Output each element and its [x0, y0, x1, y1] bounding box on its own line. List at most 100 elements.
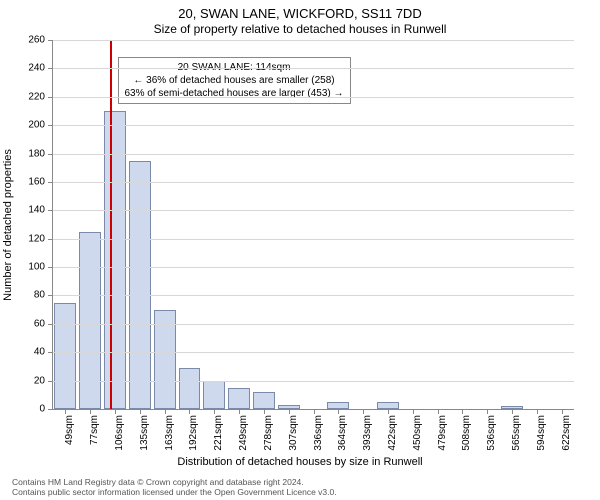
y-grid-line — [53, 68, 574, 69]
y-grid-line — [53, 295, 574, 296]
x-tick-mark — [363, 409, 364, 414]
x-tick-mark — [413, 409, 414, 414]
x-tick-label: 536sqm — [486, 415, 497, 451]
histogram-bar — [104, 111, 126, 409]
y-grid-line — [53, 381, 574, 382]
y-tick-label: 20 — [34, 375, 45, 386]
x-tick-mark — [537, 409, 538, 414]
x-tick-label: 622sqm — [561, 415, 572, 451]
y-tick-label: 80 — [34, 290, 45, 301]
y-grid-line — [53, 210, 574, 211]
x-tick-mark — [562, 409, 563, 414]
x-tick-label: 422sqm — [387, 415, 398, 451]
histogram-bar — [377, 402, 399, 409]
y-tick-label: 140 — [28, 205, 45, 216]
x-tick-label: 508sqm — [461, 415, 472, 451]
x-tick-mark — [338, 409, 339, 414]
x-tick-mark — [90, 409, 91, 414]
y-tick-mark — [48, 295, 53, 296]
y-tick-mark — [48, 409, 53, 410]
x-tick-label: 49sqm — [64, 415, 75, 445]
x-tick-mark — [239, 409, 240, 414]
histogram-bar — [129, 161, 151, 409]
y-tick-mark — [48, 97, 53, 98]
reference-line — [110, 40, 112, 409]
y-tick-label: 240 — [28, 63, 45, 74]
x-tick-label: 106sqm — [114, 415, 125, 451]
x-tick-mark — [189, 409, 190, 414]
histogram-bar — [54, 303, 76, 409]
annotation-line: ← 36% of detached houses are smaller (25… — [125, 74, 344, 87]
y-tick-mark — [48, 324, 53, 325]
y-grid-line — [53, 154, 574, 155]
x-tick-mark — [438, 409, 439, 414]
x-tick-mark — [388, 409, 389, 414]
y-tick-mark — [48, 125, 53, 126]
x-tick-mark — [289, 409, 290, 414]
x-tick-label: 393sqm — [362, 415, 373, 451]
x-tick-label: 450sqm — [412, 415, 423, 451]
y-tick-mark — [48, 352, 53, 353]
y-tick-mark — [48, 40, 53, 41]
x-tick-mark — [314, 409, 315, 414]
x-tick-label: 479sqm — [437, 415, 448, 451]
y-grid-line — [53, 239, 574, 240]
y-tick-mark — [48, 210, 53, 211]
y-grid-line — [53, 40, 574, 41]
plot-area: 20 SWAN LANE: 114sqm← 36% of detached ho… — [52, 40, 574, 410]
y-tick-label: 40 — [34, 347, 45, 358]
y-grid-line — [53, 352, 574, 353]
y-tick-mark — [48, 381, 53, 382]
footer-line-2: Contains public sector information licen… — [12, 487, 337, 498]
y-tick-label: 180 — [28, 148, 45, 159]
histogram-bar — [203, 381, 225, 409]
chart-title: 20, SWAN LANE, WICKFORD, SS11 7DD — [0, 6, 600, 21]
y-tick-label: 100 — [28, 262, 45, 273]
x-tick-mark — [264, 409, 265, 414]
histogram-bar — [253, 392, 275, 409]
y-tick-mark — [48, 267, 53, 268]
annotation-line: 63% of semi-detached houses are larger (… — [125, 87, 344, 100]
x-tick-label: 278sqm — [263, 415, 274, 451]
x-tick-mark — [115, 409, 116, 414]
y-tick-mark — [48, 154, 53, 155]
footer-attribution: Contains HM Land Registry data © Crown c… — [12, 477, 337, 498]
y-tick-label: 160 — [28, 176, 45, 187]
y-grid-line — [53, 267, 574, 268]
x-tick-label: 221sqm — [213, 415, 224, 451]
y-grid-line — [53, 125, 574, 126]
y-tick-mark — [48, 239, 53, 240]
y-tick-label: 0 — [39, 404, 45, 415]
x-tick-label: 594sqm — [536, 415, 547, 451]
chart-subtitle: Size of property relative to detached ho… — [0, 22, 600, 36]
y-tick-label: 60 — [34, 318, 45, 329]
y-tick-mark — [48, 68, 53, 69]
x-tick-mark — [214, 409, 215, 414]
x-tick-mark — [487, 409, 488, 414]
histogram-bar — [79, 232, 101, 409]
x-tick-mark — [462, 409, 463, 414]
y-axis-label: Number of detached properties — [2, 149, 14, 301]
y-tick-label: 260 — [28, 35, 45, 46]
x-tick-mark — [65, 409, 66, 414]
y-tick-label: 220 — [28, 91, 45, 102]
x-tick-mark — [140, 409, 141, 414]
x-tick-mark — [512, 409, 513, 414]
x-tick-label: 192sqm — [188, 415, 199, 451]
histogram-bar — [179, 368, 201, 409]
y-tick-label: 120 — [28, 233, 45, 244]
x-axis-label: Distribution of detached houses by size … — [0, 456, 600, 468]
x-tick-label: 364sqm — [337, 415, 348, 451]
x-tick-label: 163sqm — [164, 415, 175, 451]
x-tick-label: 307sqm — [288, 415, 299, 451]
y-grid-line — [53, 182, 574, 183]
page-root: 20, SWAN LANE, WICKFORD, SS11 7DD Size o… — [0, 0, 600, 500]
histogram-bar — [228, 388, 250, 409]
x-tick-label: 336sqm — [313, 415, 324, 451]
y-grid-line — [53, 324, 574, 325]
x-tick-label: 565sqm — [511, 415, 522, 451]
y-tick-mark — [48, 182, 53, 183]
histogram-bar — [327, 402, 349, 409]
y-grid-line — [53, 97, 574, 98]
x-tick-label: 77sqm — [89, 415, 100, 445]
